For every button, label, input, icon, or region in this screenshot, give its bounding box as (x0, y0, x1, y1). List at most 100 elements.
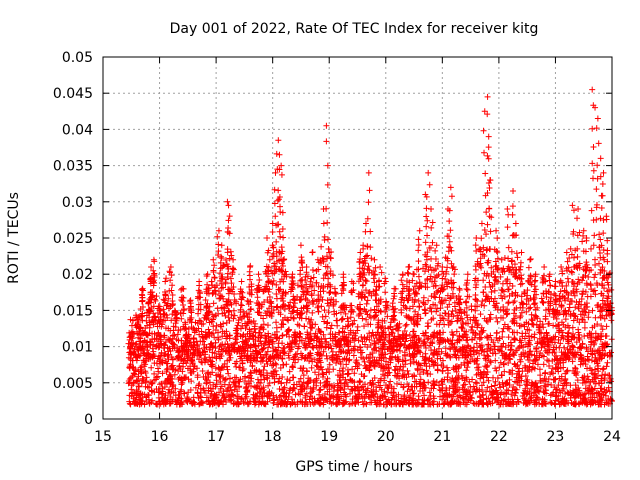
data-point (472, 379, 479, 386)
data-point (416, 303, 423, 310)
data-point (264, 296, 271, 303)
data-point (290, 293, 297, 300)
data-point (401, 371, 408, 378)
data-point (501, 268, 508, 275)
data-point (313, 334, 320, 341)
data-point (392, 367, 399, 374)
data-point (581, 324, 588, 331)
data-point (342, 310, 349, 317)
data-point (310, 337, 317, 344)
data-point (299, 400, 306, 407)
data-point (356, 391, 363, 398)
data-point (428, 316, 435, 323)
data-point (415, 297, 422, 304)
data-point (308, 283, 315, 290)
data-point (556, 295, 563, 302)
data-point (411, 378, 418, 385)
data-point (136, 383, 143, 390)
data-point (399, 281, 406, 288)
data-point (219, 348, 226, 355)
data-point (363, 300, 370, 307)
data-point (583, 345, 590, 352)
data-point (276, 193, 283, 200)
data-point (356, 301, 363, 308)
data-point (302, 344, 309, 351)
data-point (204, 370, 211, 377)
data-point (471, 277, 478, 284)
data-point (142, 370, 149, 377)
data-point (439, 282, 446, 289)
data-point (132, 322, 139, 329)
data-point (261, 286, 268, 293)
data-point (569, 349, 576, 356)
data-point (226, 286, 233, 293)
data-point (145, 356, 152, 363)
data-point (150, 341, 157, 348)
data-point (296, 378, 303, 385)
data-point (384, 389, 391, 396)
data-point (574, 368, 581, 375)
data-point (541, 400, 548, 407)
data-point (297, 375, 304, 382)
data-point (182, 324, 189, 331)
data-point (480, 244, 487, 251)
data-point (206, 401, 213, 408)
data-point (597, 314, 604, 321)
data-point (578, 296, 585, 303)
data-point (260, 345, 267, 352)
data-point (592, 348, 599, 355)
data-point (401, 327, 408, 334)
data-point (278, 380, 285, 387)
data-point (445, 248, 452, 255)
data-point (280, 288, 287, 295)
data-point (151, 296, 158, 303)
data-point (392, 305, 399, 312)
data-point (481, 149, 488, 156)
data-point (208, 340, 215, 347)
data-point (140, 330, 147, 337)
data-point (135, 388, 142, 395)
data-point (265, 268, 272, 275)
data-point (128, 393, 135, 400)
data-point (356, 311, 363, 318)
data-point (209, 344, 216, 351)
data-point (225, 298, 232, 305)
data-point (266, 286, 273, 293)
data-point (477, 245, 484, 252)
data-point (568, 268, 575, 275)
data-point (365, 321, 372, 328)
data-point (221, 376, 228, 383)
data-point (563, 310, 570, 317)
data-point (276, 166, 283, 173)
data-point (463, 376, 470, 383)
data-point (186, 305, 193, 312)
data-point (143, 374, 150, 381)
data-point (328, 400, 335, 407)
data-point (447, 346, 454, 353)
data-point (294, 321, 301, 328)
data-point (381, 372, 388, 379)
data-point (316, 338, 323, 345)
data-point (347, 377, 354, 384)
data-point (161, 383, 168, 390)
data-point (344, 370, 351, 377)
data-point (569, 358, 576, 365)
data-point (252, 350, 259, 357)
data-point (226, 308, 233, 315)
data-point (317, 364, 324, 371)
data-point (338, 348, 345, 355)
data-point (354, 327, 361, 334)
data-point (415, 335, 422, 342)
data-point (257, 323, 264, 330)
data-point (333, 392, 340, 399)
data-point (445, 321, 452, 328)
data-point (401, 353, 408, 360)
data-point (405, 370, 412, 377)
data-point (227, 384, 234, 391)
data-point (517, 322, 524, 329)
data-point (273, 150, 280, 157)
data-point (586, 382, 593, 389)
data-point (424, 336, 431, 343)
data-point (138, 363, 145, 370)
data-point (161, 334, 168, 341)
